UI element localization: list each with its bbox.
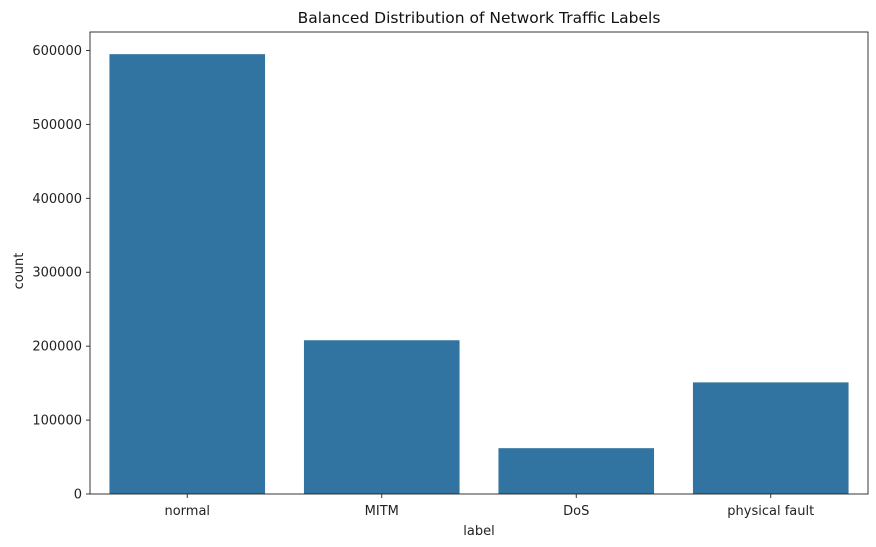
x-tick-label: MITM — [365, 504, 399, 519]
x-tick-label: DoS — [563, 504, 589, 519]
bar-physical-fault — [692, 382, 849, 494]
y-tick-label: 0 — [74, 488, 82, 503]
y-tick-label: 500000 — [32, 118, 82, 133]
y-tick-label: 100000 — [32, 414, 82, 429]
x-tick-label: physical fault — [727, 504, 814, 519]
bar-mitm — [303, 340, 460, 494]
y-tick-label: 600000 — [32, 44, 82, 59]
y-tick-label: 300000 — [32, 266, 82, 281]
y-tick-label: 200000 — [32, 340, 82, 355]
chart-title: Balanced Distribution of Network Traffic… — [298, 9, 661, 27]
x-tick-label: normal — [164, 504, 210, 519]
plot-frame — [89, 31, 869, 495]
y-tick-label: 400000 — [32, 192, 82, 207]
bar-dos — [498, 448, 655, 494]
plot-area: normal MITM DoS physical fault 0 100000 200000… — [32, 31, 869, 519]
y-axis-label: count — [12, 253, 27, 290]
x-axis-label: label — [463, 524, 494, 539]
bar-normal — [109, 54, 266, 495]
